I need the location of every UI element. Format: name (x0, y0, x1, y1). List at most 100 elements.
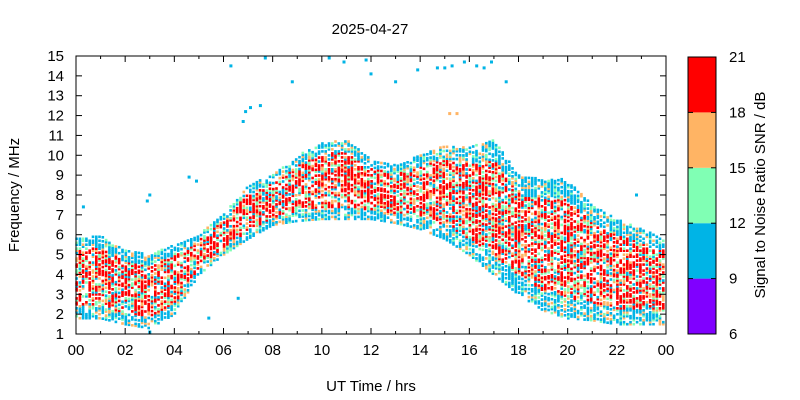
snr-point (511, 206, 514, 210)
snr-point (567, 303, 570, 306)
snr-point (301, 189, 305, 192)
snr-point (137, 261, 141, 265)
snr-point (501, 171, 504, 174)
snr-point (288, 179, 291, 182)
snr-point (360, 209, 364, 213)
snr-point (353, 209, 357, 213)
snr-point (521, 289, 524, 293)
snr-point (249, 206, 252, 210)
snr-point (517, 259, 521, 263)
snr-point (167, 274, 170, 278)
snr-point (390, 175, 393, 178)
snr-point (154, 290, 157, 293)
snr-point (353, 183, 357, 187)
snr-point (114, 261, 118, 264)
snr-point (537, 284, 541, 287)
snr-point (190, 283, 193, 287)
snr-point (481, 206, 485, 210)
snr-point (445, 232, 449, 236)
snr-point (439, 184, 442, 187)
snr-point (553, 308, 557, 312)
snr-point (386, 204, 390, 208)
snr-point (180, 297, 183, 301)
snr-point (458, 177, 462, 181)
snr-point (160, 250, 164, 254)
snr-point (396, 220, 400, 223)
snr-point (216, 250, 219, 253)
snr-point (203, 239, 206, 242)
snr-point (209, 223, 213, 227)
snr-point (124, 259, 128, 262)
snr-point (514, 274, 518, 278)
snr-point (173, 308, 177, 311)
snr-point (288, 208, 291, 212)
snr-point (475, 257, 478, 260)
snr-point (390, 189, 393, 192)
snr-point (137, 275, 141, 278)
snr-point (81, 245, 85, 248)
snr-point (544, 180, 547, 184)
snr-point (144, 286, 147, 289)
snr-point (445, 217, 449, 220)
snr-point (471, 177, 475, 180)
snr-point (360, 207, 364, 211)
snr-point (517, 251, 521, 255)
snr-point (108, 271, 111, 274)
snr-point (560, 287, 563, 290)
snr-point (78, 275, 82, 278)
snr-point (170, 290, 173, 294)
snr-point (583, 230, 586, 234)
snr-point (88, 243, 91, 246)
snr-point (540, 298, 544, 301)
snr-point (557, 218, 560, 222)
snr-point (432, 209, 436, 212)
snr-point (573, 255, 577, 259)
snr-point (547, 302, 550, 306)
snr-point (252, 224, 255, 228)
snr-point (262, 199, 265, 202)
snr-point (344, 164, 347, 167)
snr-point (340, 193, 344, 197)
snr-point (190, 255, 193, 259)
snr-point (390, 218, 393, 222)
snr-point (504, 179, 508, 183)
snr-point (324, 193, 327, 197)
snr-point (471, 171, 475, 174)
snr-point (524, 252, 527, 255)
snr-point (114, 273, 118, 276)
snr-point (488, 144, 491, 148)
snr-point (540, 282, 544, 285)
snr-point (219, 233, 223, 237)
snr-point (504, 280, 508, 284)
snr-point (78, 297, 82, 300)
snr-point (134, 276, 137, 280)
snr-point (95, 303, 98, 306)
snr-point (91, 243, 95, 246)
snr-point (249, 230, 252, 233)
snr-point (157, 268, 160, 271)
snr-point (452, 161, 455, 165)
snr-point (334, 215, 337, 219)
snr-point (429, 207, 432, 211)
snr-point (494, 257, 498, 260)
snr-point (154, 264, 157, 267)
snr-point (511, 196, 514, 200)
snr-point (154, 286, 157, 289)
snr-point (488, 194, 491, 197)
snr-point (422, 221, 426, 224)
snr-point (485, 267, 488, 270)
snr-point (291, 192, 295, 196)
snr-point (537, 185, 541, 188)
snr-point (321, 193, 324, 197)
snr-point (537, 212, 541, 216)
snr-point (137, 259, 141, 263)
snr-point (396, 174, 400, 178)
snr-point (327, 209, 331, 213)
snr-point (386, 216, 390, 219)
snr-point (544, 218, 547, 221)
snr-point (544, 196, 547, 200)
snr-point (612, 308, 616, 312)
snr-point (196, 267, 200, 270)
snr-point (117, 251, 121, 255)
snr-point (199, 259, 203, 263)
